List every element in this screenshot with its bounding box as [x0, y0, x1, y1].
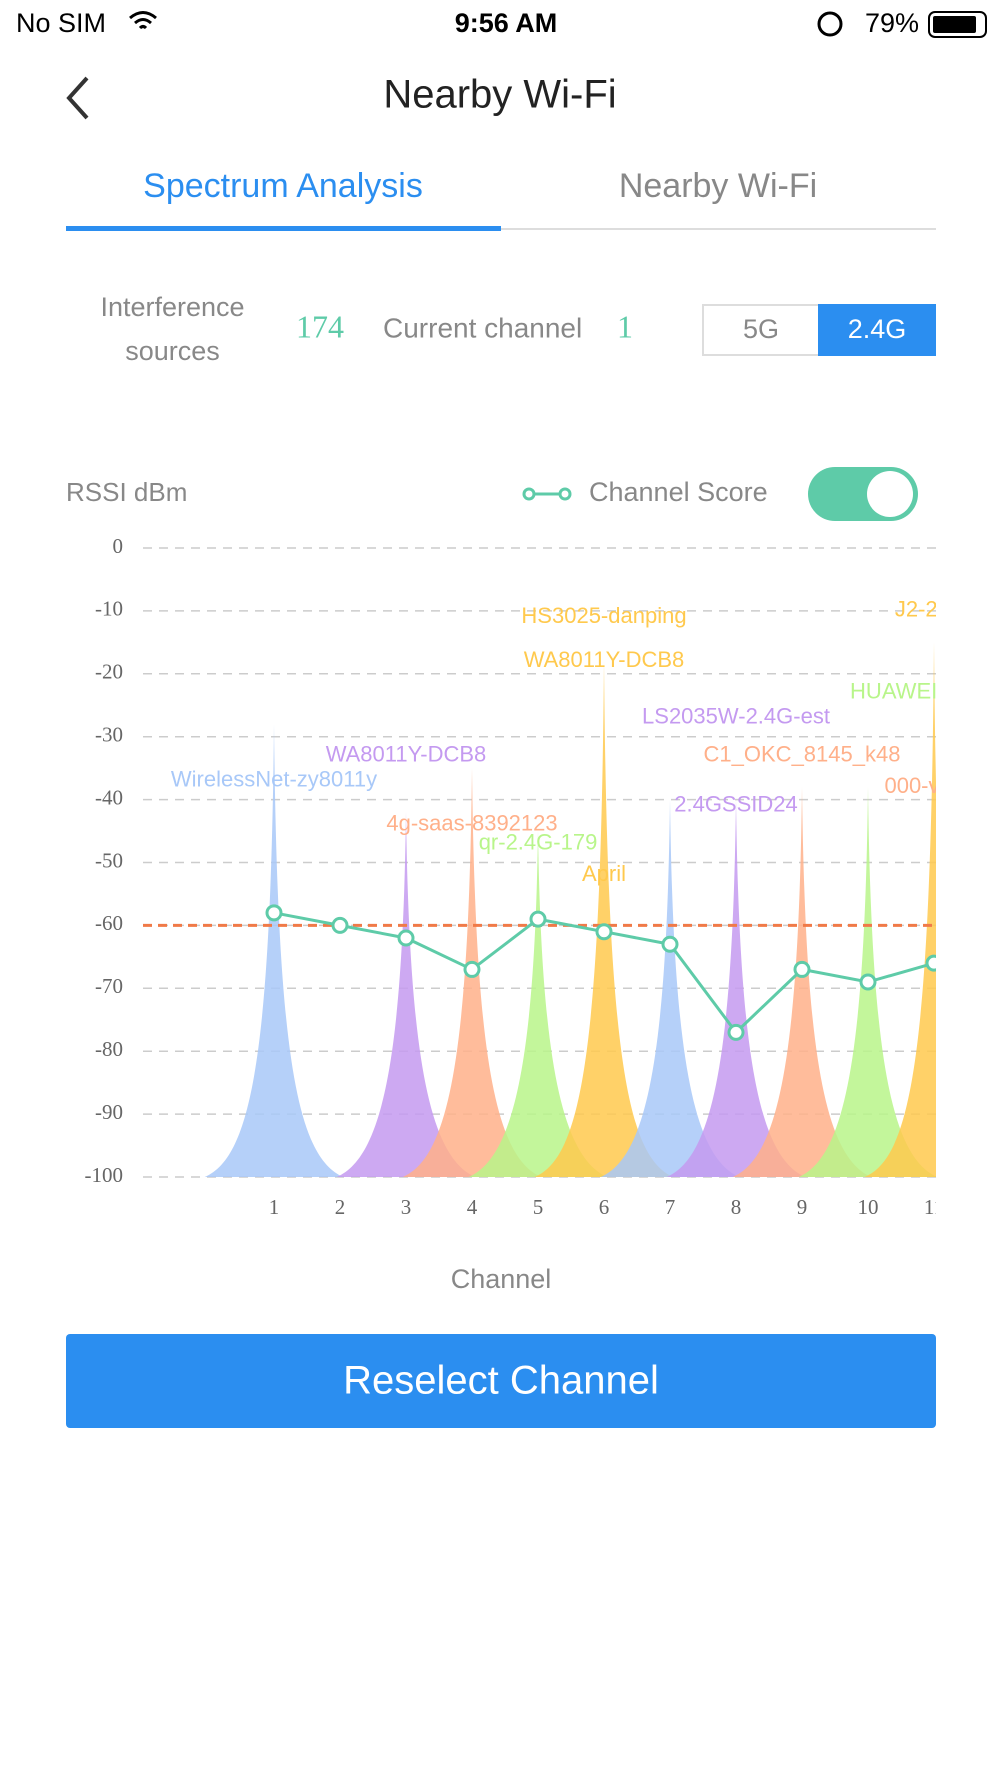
interference-label: Interference sources [100, 292, 245, 366]
x-axis: 1 2 3 4 5 6 7 8 9 10 11 [269, 1195, 944, 1219]
signal-peak [204, 724, 344, 1177]
score-point [925, 954, 936, 972]
x-tick-label: 9 [797, 1195, 808, 1219]
x-tick-label: 4 [467, 1195, 478, 1219]
network-label: HUAWEI-B315-E [850, 678, 1000, 703]
y-tick-label: -90 [95, 1100, 123, 1124]
y-tick-label: -10 [95, 597, 123, 621]
x-tick-label: 10 [858, 1195, 879, 1219]
x-tick-label: 7 [665, 1195, 676, 1219]
score-point [397, 929, 415, 947]
signal-peak [732, 787, 872, 1177]
score-point [661, 935, 679, 953]
score-point [793, 960, 811, 978]
legend-marker [522, 487, 536, 501]
y-tick-label: -30 [95, 723, 123, 747]
lock-icon [817, 11, 843, 37]
y-tick-label: -20 [95, 660, 123, 684]
battery-level [933, 16, 976, 33]
time: 9:56 AM [455, 8, 558, 38]
band-option[interactable] [818, 304, 936, 356]
button-label: Reselect Channel [343, 1359, 659, 1403]
x-tick-label: 6 [599, 1195, 610, 1219]
network-label: LS2035W-2.4G-est [642, 704, 830, 729]
score-point [595, 923, 613, 941]
interference-value: 174 [296, 308, 344, 344]
back-button[interactable] [66, 76, 89, 120]
channel-value: 1 [617, 308, 633, 344]
y-tick-label: -50 [95, 848, 123, 872]
x-tick-label: 3 [401, 1195, 412, 1219]
band-label: 2.4G [848, 314, 907, 344]
toggle-knob [867, 471, 913, 517]
chart: RSSI dBm Channel Score 0 -10 -20 -30 -40 -50 -60… [66, 467, 1000, 1294]
carrier: No SIM [16, 8, 106, 38]
wifi-icon [129, 11, 157, 30]
network-label: WA8011Y-DCB8 [524, 647, 685, 672]
channel-label: Current channel [383, 312, 582, 343]
network-label: 000-vivich [884, 773, 983, 798]
network-label: WirelessNet-zy8011y [171, 767, 377, 792]
band-switch: 5G 2.4G [702, 304, 936, 356]
x-tick-label: 8 [731, 1195, 742, 1219]
interference-label-box: Interference sources [100, 292, 245, 366]
tab[interactable]: Spectrum Analysis [143, 167, 423, 205]
signal-peak [336, 812, 476, 1177]
signal-peak [864, 642, 936, 1177]
network-label: 2.4GSSID24 [674, 792, 798, 817]
x-tick-label: 2 [335, 1195, 346, 1219]
network-label: C1_OKC_8145_k48 [704, 741, 901, 766]
network-label: HS3025-danping [521, 603, 686, 628]
signal-peak [534, 661, 674, 1177]
x-tick-label: 1 [269, 1195, 280, 1219]
x-tick-label: 11 [924, 1195, 944, 1219]
battery-icon [928, 11, 987, 38]
network-label: 4g-saas-8392123 [386, 811, 557, 836]
network-label: WA8011Y-DCB8 [326, 741, 487, 766]
reselect-button[interactable] [66, 1334, 936, 1428]
battery: 79% [865, 8, 919, 38]
y-tick-label: -60 [95, 911, 123, 935]
network-label: qr-2.4G-179 [479, 829, 598, 854]
legend-marker [558, 487, 572, 501]
y-tick-label: -70 [95, 974, 123, 998]
y-tick-label: -80 [95, 1037, 123, 1061]
signal-peak [468, 831, 608, 1177]
x-tick-label: 5 [533, 1195, 544, 1219]
signal-peak [600, 799, 740, 1177]
tab-indicator [66, 226, 501, 231]
y-tick-label: -100 [85, 1163, 124, 1187]
page-title: Nearby Wi-Fi [383, 73, 616, 117]
network-label: April [582, 861, 626, 886]
y-tick-label: 0 [113, 534, 124, 558]
signal-peak [666, 799, 806, 1177]
score-point [265, 904, 283, 922]
tab[interactable]: Nearby Wi-Fi [619, 167, 817, 205]
score-point [463, 960, 481, 978]
y-axis-label: RSSI dBm [66, 477, 187, 507]
y-tick-label: -40 [95, 785, 123, 809]
x-axis-label: Channel [451, 1264, 552, 1294]
score-point [331, 916, 349, 934]
network-label: J2-2.4G [895, 597, 973, 622]
score-point [727, 1023, 745, 1041]
plot-area: HS3025-danping WA8011Y-DCB8 WA8011Y-DCB8 HU… [143, 597, 1000, 1177]
band-label: 5G [743, 314, 779, 344]
score-point [859, 973, 877, 991]
score-point [529, 910, 547, 928]
legend-label: Channel Score [589, 477, 768, 507]
